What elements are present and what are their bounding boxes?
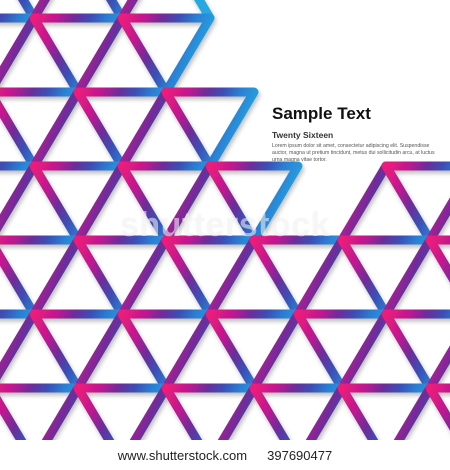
- triangle-outline: [161, 235, 259, 319]
- triangle-outline: [249, 309, 347, 393]
- triangle-outline: [425, 197, 450, 245]
- body-text: Lorem ipsum dolor sit amet, consectetur …: [272, 143, 435, 163]
- triangle-outline: [293, 309, 391, 393]
- triangle-outline: [29, 87, 127, 171]
- triangle-outline: [73, 235, 171, 319]
- triangle-outline: [205, 161, 303, 245]
- triangle-outline: [249, 235, 347, 319]
- footer-image-number: 397690477: [267, 447, 333, 463]
- footer-site: www.shutterstock.com: [117, 447, 248, 463]
- triangle-outline: [337, 161, 435, 245]
- triangle-outline: [29, 235, 127, 319]
- triangle-outline: [73, 161, 171, 245]
- subheadline: Twenty Sixteen: [272, 130, 334, 140]
- headline: Sample Text: [272, 104, 371, 123]
- triangle-outline: [205, 235, 303, 319]
- triangle-outline: [425, 235, 450, 283]
- triangle-pattern: [0, 0, 450, 440]
- triangle-outline: [29, 161, 127, 245]
- triangle-outline: [73, 13, 171, 97]
- triangle-outline: [29, 13, 127, 97]
- triangle-outline: [293, 235, 391, 319]
- footer-bar: www.shutterstock.com 397690477: [0, 440, 450, 470]
- triangle-outline: [117, 161, 215, 245]
- triangle-outline: [425, 345, 450, 393]
- triangle-outline: [161, 87, 259, 171]
- triangle-outline: [425, 383, 450, 431]
- triangle-outline: [161, 161, 259, 245]
- triangle-outline: [337, 235, 435, 319]
- triangle-outline: [117, 235, 215, 319]
- text-block: Sample Text Twenty Sixteen Lorem ipsum d…: [272, 104, 444, 164]
- triangle-outline: [381, 309, 450, 393]
- triangle-outline: [117, 87, 215, 171]
- triangle-outline: [205, 309, 303, 393]
- triangle-outline: [393, 383, 450, 440]
- triangle-outline: [337, 309, 435, 393]
- triangle-outline: [73, 87, 171, 171]
- triangle-outline: [117, 309, 215, 393]
- triangle-outline: [73, 309, 171, 393]
- triangle-outline: [117, 13, 215, 97]
- triangle-outline: [29, 309, 127, 393]
- triangle-outline: [381, 161, 450, 245]
- triangle-outline: [161, 309, 259, 393]
